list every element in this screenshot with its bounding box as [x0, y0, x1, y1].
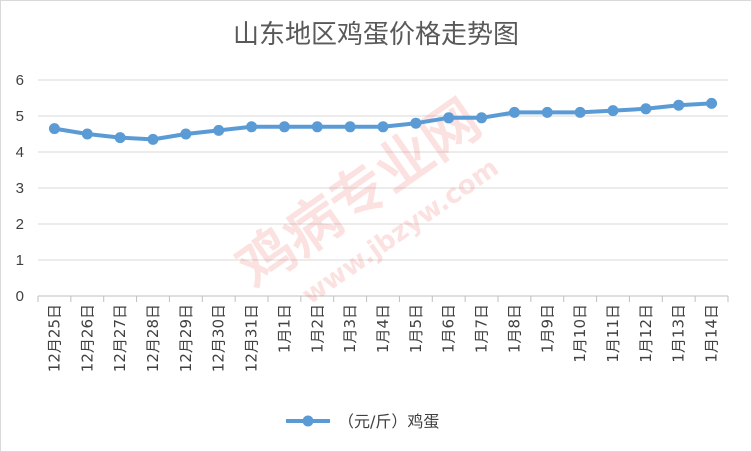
- watermark: 鸡病专业网 www.jbzyw.com: [226, 88, 505, 311]
- y-axis-ticks: 0 1 2 3 4 5 6: [16, 72, 24, 305]
- data-point: [574, 106, 586, 118]
- legend: （元/斤）鸡蛋: [286, 412, 439, 431]
- data-point: [443, 112, 455, 124]
- data-point: [508, 106, 520, 118]
- x-tick-label: 1月8日: [505, 304, 523, 353]
- data-point: [213, 124, 225, 136]
- legend-marker: [302, 415, 314, 427]
- x-tick-label: 1月6日: [440, 304, 458, 353]
- data-point: [311, 121, 323, 133]
- data-point: [147, 133, 159, 145]
- data-point: [180, 128, 192, 140]
- data-point: [377, 121, 389, 133]
- data-point: [344, 121, 356, 133]
- y-tick-label: 1: [16, 252, 24, 269]
- x-axis: 12月25日 12月26日 12月27日 12月28日 12月29日 12月30日 12月3…: [37, 295, 729, 372]
- y-tick-label: 6: [16, 72, 24, 89]
- data-point: [607, 105, 619, 117]
- x-tick-label: 1月12日: [637, 304, 655, 363]
- x-tick-label: 12月30日: [210, 304, 228, 372]
- data-point: [410, 117, 422, 129]
- x-tick-label: 12月25日: [45, 304, 63, 372]
- x-tick-label: 12月28日: [144, 304, 162, 372]
- gridlines: [38, 79, 728, 261]
- y-tick-label: 2: [16, 216, 24, 233]
- data-point: [706, 97, 718, 109]
- x-tick-label: 1月11日: [604, 304, 622, 363]
- x-tick-label: 1月4日: [374, 304, 392, 353]
- data-point: [673, 99, 685, 111]
- y-tick-label: 5: [16, 108, 24, 125]
- y-tick-label: 3: [16, 180, 24, 197]
- data-point: [48, 123, 60, 135]
- x-tick-label: 1月7日: [473, 304, 491, 353]
- x-tick-label: 1月5日: [407, 304, 425, 353]
- y-tick-label: 4: [16, 144, 24, 161]
- data-point: [81, 128, 93, 140]
- x-tick-label: 1月3日: [341, 304, 359, 353]
- data-point: [640, 103, 652, 115]
- x-tick-label: 12月31日: [243, 304, 261, 372]
- x-tick-label: 12月29日: [177, 304, 195, 372]
- chart-title: 山东地区鸡蛋价格走势图: [233, 20, 519, 50]
- x-tick-label: 1月10日: [571, 304, 589, 363]
- data-point: [278, 121, 290, 133]
- data-point: [246, 121, 258, 133]
- x-tick-label: 1月1日: [275, 304, 293, 353]
- x-tick-label: 12月26日: [78, 304, 96, 372]
- x-tick-label: 1月2日: [308, 304, 326, 353]
- x-tick-label: 1月14日: [703, 304, 721, 363]
- x-tick-label: 1月9日: [538, 304, 556, 353]
- y-tick-label: 0: [16, 288, 24, 305]
- x-tick-label: 1月13日: [670, 304, 688, 363]
- data-point: [541, 106, 553, 118]
- data-point: [114, 132, 126, 144]
- data-point: [476, 112, 488, 124]
- series-eggs: [48, 97, 718, 145]
- legend-label: （元/斤）鸡蛋: [338, 412, 439, 431]
- x-tick-label: 12月27日: [111, 304, 129, 372]
